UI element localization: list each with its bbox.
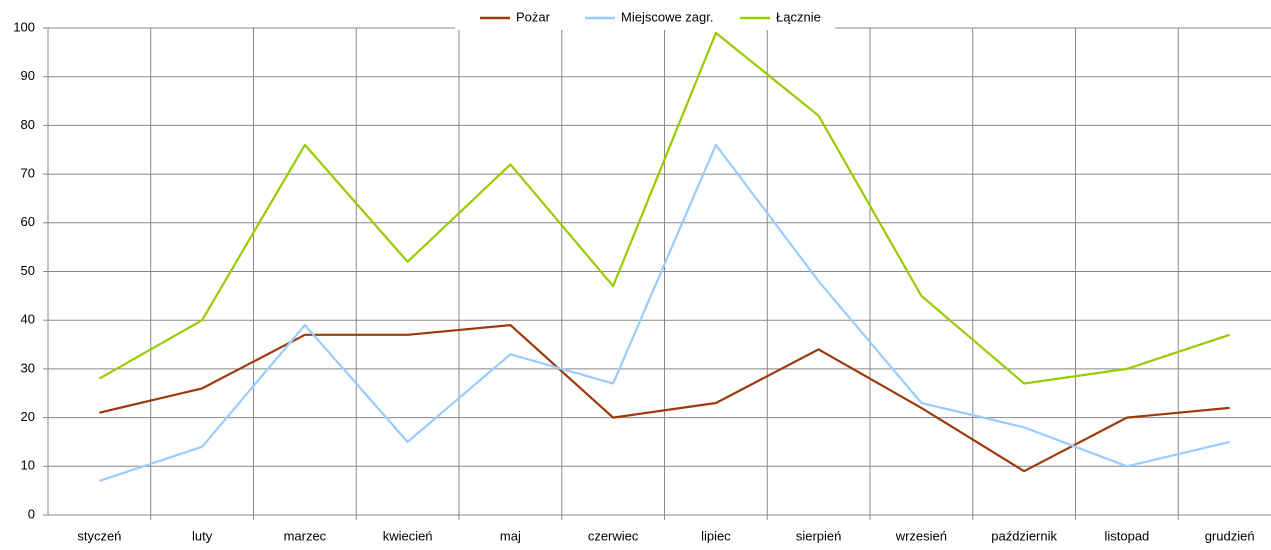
- x-tick-label: lipiec: [701, 528, 731, 543]
- y-tick-label: 0: [28, 506, 35, 521]
- x-tick-label: listopad: [1104, 528, 1149, 543]
- y-tick-label: 30: [21, 360, 35, 375]
- x-tick-label: czerwiec: [588, 528, 639, 543]
- y-tick-label: 20: [21, 409, 35, 424]
- x-tick-label: grudzień: [1205, 528, 1255, 543]
- x-tick-label: maj: [500, 528, 521, 543]
- y-tick-label: 70: [21, 166, 35, 181]
- x-tick-label: październik: [991, 528, 1057, 543]
- x-tick-label: wrzesień: [895, 528, 947, 543]
- y-tick-label: 90: [21, 68, 35, 83]
- legend-label: Miejscowe zagr.: [621, 9, 713, 24]
- y-tick-label: 50: [21, 263, 35, 278]
- legend-label: Pożar: [516, 9, 551, 24]
- legend-label: Łącznie: [776, 9, 821, 24]
- y-tick-label: 10: [21, 458, 35, 473]
- y-tick-label: 60: [21, 214, 35, 229]
- x-tick-label: luty: [192, 528, 213, 543]
- series-line: [98, 31, 1230, 385]
- x-tick-label: kwiecień: [383, 528, 433, 543]
- y-tick-label: 40: [21, 312, 35, 327]
- x-tick-label: sierpień: [796, 528, 842, 543]
- legend-box: [455, 6, 835, 30]
- y-tick-label: 80: [21, 117, 35, 132]
- y-tick-label: 100: [13, 19, 35, 34]
- series-line: [99, 143, 1230, 482]
- x-tick-label: styczeń: [77, 528, 121, 543]
- x-tick-label: marzec: [284, 528, 327, 543]
